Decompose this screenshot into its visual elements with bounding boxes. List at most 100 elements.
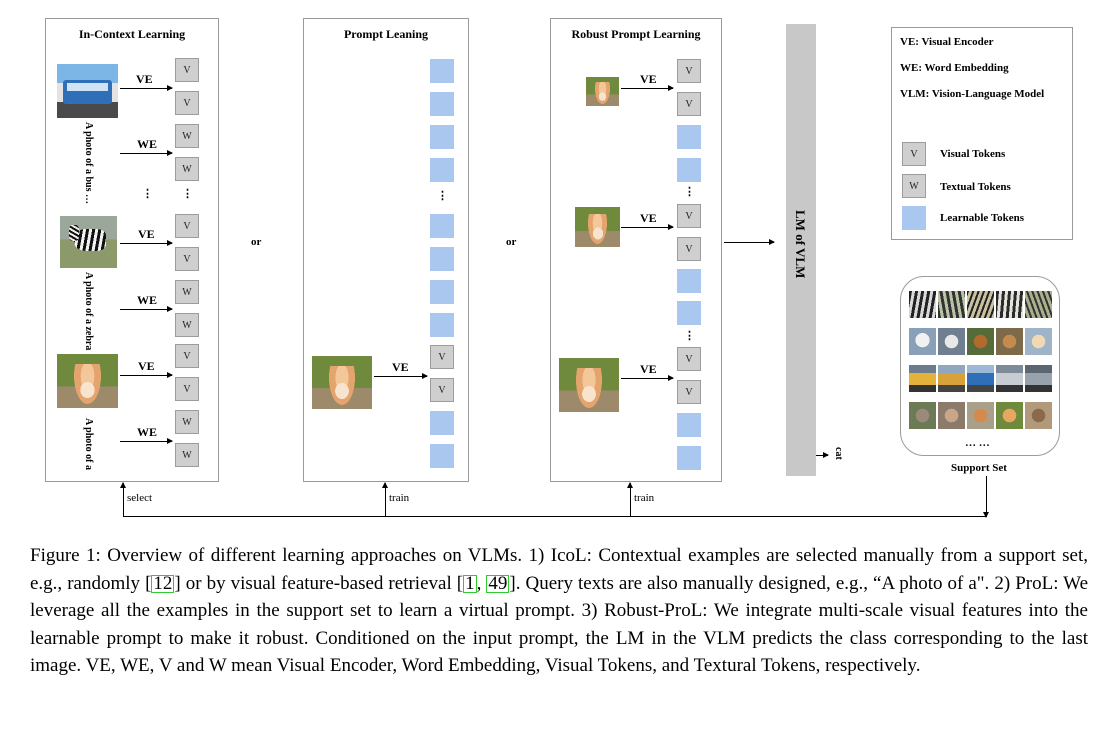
query-a-text: A photo of a <box>83 418 94 470</box>
cat-image-medium <box>575 207 620 247</box>
legend-textual-tokens: Textual Tokens <box>940 181 1011 193</box>
cat-image <box>312 356 372 409</box>
lm-of-vlm-label: LM of VLM <box>793 210 808 279</box>
learnable-token <box>430 280 454 304</box>
dog-thumb <box>1025 328 1052 355</box>
ve-label: VE <box>138 359 155 373</box>
textual-token: W <box>175 157 199 181</box>
legend-visual-tokens: Visual Tokens <box>940 148 1006 160</box>
query-bus-text: A photo of a bus … <box>83 122 94 204</box>
output-arrow <box>816 452 829 458</box>
icl-title: In-Context Learning <box>78 27 186 41</box>
query-zebra-text: A photo of a zebra <box>83 272 94 351</box>
zebra-thumb <box>1025 291 1052 318</box>
ve-label: VE <box>640 72 657 86</box>
visual-token: V <box>175 214 199 238</box>
visual-token: V <box>175 58 199 82</box>
figure-caption: Figure 1: Overview of different learning… <box>30 542 1088 680</box>
train-arrow-pl <box>382 482 388 516</box>
visual-token: V <box>677 59 701 83</box>
textual-token: W <box>175 280 199 304</box>
dots-rpl: ⋮ <box>684 186 695 198</box>
ve-label: VE <box>392 360 409 374</box>
dog-thumb <box>938 328 965 355</box>
support-ellipsis: … … <box>965 437 990 449</box>
train-label-rpl: train <box>634 492 655 504</box>
ve-label: VE <box>640 362 657 376</box>
learnable-token <box>677 269 701 293</box>
support-set-label: Support Set <box>951 462 1007 474</box>
learnable-token <box>430 92 454 116</box>
visual-token: V <box>430 378 454 402</box>
citation-ref[interactable]: 1 <box>463 572 477 594</box>
ve-label: VE <box>138 227 155 241</box>
support-set-box: … … <box>900 276 1060 456</box>
ve-arrow <box>374 373 428 379</box>
cat-thumb <box>996 402 1023 429</box>
lm-of-vlm-bar <box>786 24 816 476</box>
ve-arrow <box>120 372 173 378</box>
visual-token: V <box>175 247 199 271</box>
visual-token: V <box>677 204 701 228</box>
caption-part: ]. Query texts are also manually designe… <box>30 572 1089 677</box>
visual-token: V <box>430 345 454 369</box>
learnable-token <box>430 247 454 271</box>
ve-arrow <box>621 224 674 230</box>
citation-ref[interactable]: 49 <box>486 572 510 594</box>
dots-rpl: ⋮ <box>684 330 695 342</box>
ve-label: VE <box>136 72 153 86</box>
visual-token: V <box>677 92 701 116</box>
ve-arrow <box>621 375 674 381</box>
cat-image-small <box>586 77 619 106</box>
bus-thumb <box>996 365 1023 392</box>
visual-token: V <box>677 380 701 404</box>
zebra-thumb <box>909 291 936 318</box>
pl-title: Prompt Leaning <box>343 27 429 41</box>
support-down-line <box>983 476 989 518</box>
caption-part: , <box>476 572 487 594</box>
dots-tokens: ⋮ <box>182 188 193 200</box>
visual-token: V <box>677 237 701 261</box>
visual-token: V <box>175 377 199 401</box>
bus-thumb <box>967 365 994 392</box>
zebra-image <box>60 216 117 268</box>
textual-token: W <box>175 313 199 337</box>
learnable-token <box>677 125 701 149</box>
output-cat-label: cat <box>833 447 844 460</box>
train-label-pl: train <box>389 492 410 504</box>
visual-token: V <box>175 91 199 115</box>
legend-textual-token: W <box>902 174 926 198</box>
learnable-token <box>430 158 454 182</box>
caption-part: ] or by visual feature-based retrieval [ <box>174 572 464 594</box>
we-label: WE <box>137 137 158 151</box>
caption-part: Figure 1: Overview of different learning… <box>30 545 1088 594</box>
ve-arrow <box>120 240 173 246</box>
legend-visual-token: V <box>902 142 926 166</box>
bus-image <box>57 64 118 118</box>
or-label: or <box>506 236 517 248</box>
ve-label: VE <box>640 211 657 225</box>
legend-learnable-tokens: Learnable Tokens <box>940 212 1025 224</box>
legend-vlm: VLM: Vision-Language Model <box>900 88 1045 100</box>
or-label: or <box>251 236 262 248</box>
learnable-token <box>430 313 454 337</box>
citation-ref[interactable]: 12 <box>151 572 175 594</box>
zebra-thumb <box>996 291 1023 318</box>
cat-thumb <box>1025 402 1052 429</box>
textual-token: W <box>175 410 199 434</box>
visual-token: V <box>175 344 199 368</box>
textual-token: W <box>175 443 199 467</box>
cat-image-large <box>559 358 619 412</box>
bus-thumb <box>938 365 965 392</box>
we-label: WE <box>137 425 158 439</box>
textual-token: W <box>175 124 199 148</box>
learnable-token <box>430 59 454 83</box>
legend-we: WE: Word Embedding <box>900 62 1009 74</box>
learnable-token <box>677 413 701 437</box>
legend-box: VE: Visual Encoder WE: Word Embedding VL… <box>891 27 1073 240</box>
dots-left: ⋮ <box>142 188 153 200</box>
bus-thumb <box>1025 365 1052 392</box>
feedback-line <box>123 516 987 517</box>
learnable-token <box>430 214 454 238</box>
rpl-title: Robust Prompt Learning <box>571 27 701 41</box>
